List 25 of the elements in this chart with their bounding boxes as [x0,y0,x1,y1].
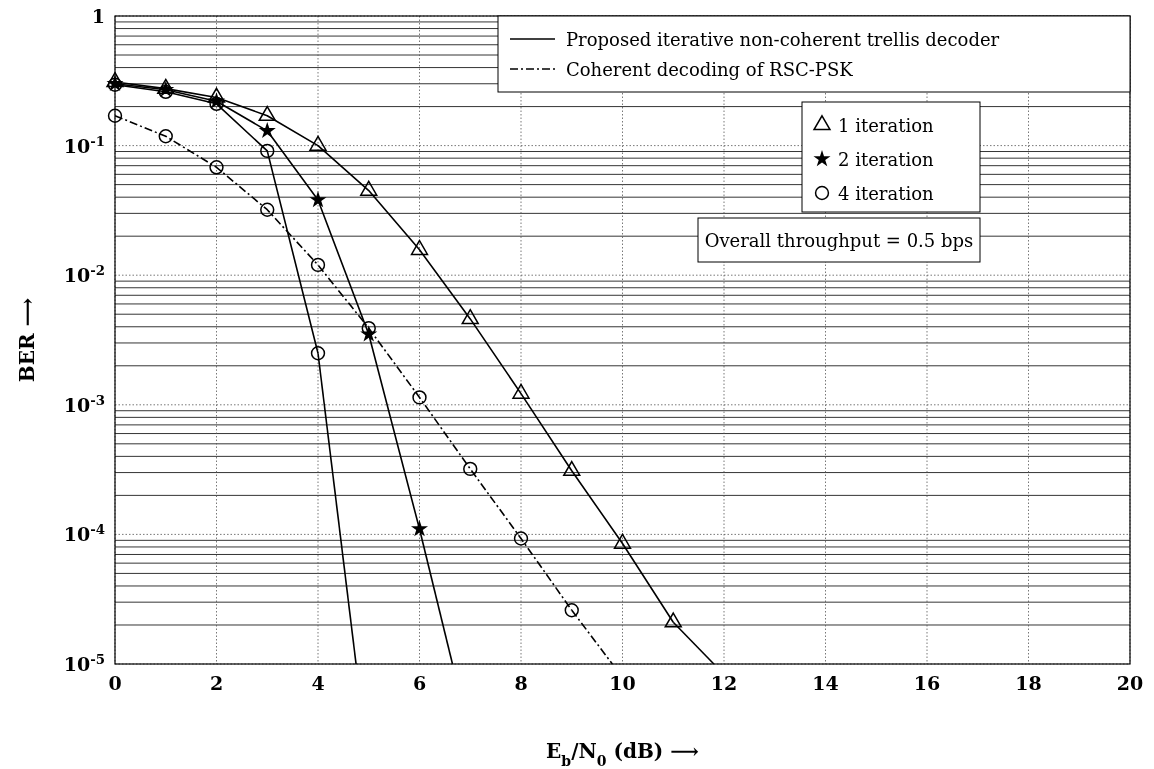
x-tick-label: 0 [108,672,122,694]
x-tick-label: 18 [1015,672,1042,694]
x-tick-label: 6 [412,672,427,694]
x-tick-label: 4 [311,672,325,694]
annotation: Overall throughput = 0.5 bps [704,230,974,251]
x-tick-label: 16 [913,672,941,694]
x-tick-label: 12 [710,672,738,694]
y-tick-label: 10$^{-4}$ [63,521,105,546]
y-tick-label: 10$^{-5}$ [63,651,105,675]
x-tick-label: 14 [812,672,839,694]
x-tick-label: 8 [514,672,528,694]
legend-label: 4 iteration [838,183,934,204]
x-tick-label: 10 [609,672,636,694]
legend-label: Coherent decoding of RSC-PSK [566,59,854,80]
x-tick-label: 20 [1116,672,1144,694]
y-tick-label: 10$^{-2}$ [63,262,105,287]
x-axis-title: E$_{b}$/N$_{0}$ (dB) ⟶ [546,739,699,769]
legend-label: 2 iteration [838,149,934,170]
y-tick-label: 10$^{-3}$ [63,392,105,416]
x-tick-label: 2 [209,672,224,694]
legend-label: 1 iteration [838,115,934,136]
y-axis-title: BER ⟶ [15,297,39,383]
y-tick-label: 10$^{-1}$ [63,133,105,157]
annotation: Proposed iterative non-coherent trellis decoder [566,29,1000,50]
y-tick-label: 1 [91,5,105,27]
